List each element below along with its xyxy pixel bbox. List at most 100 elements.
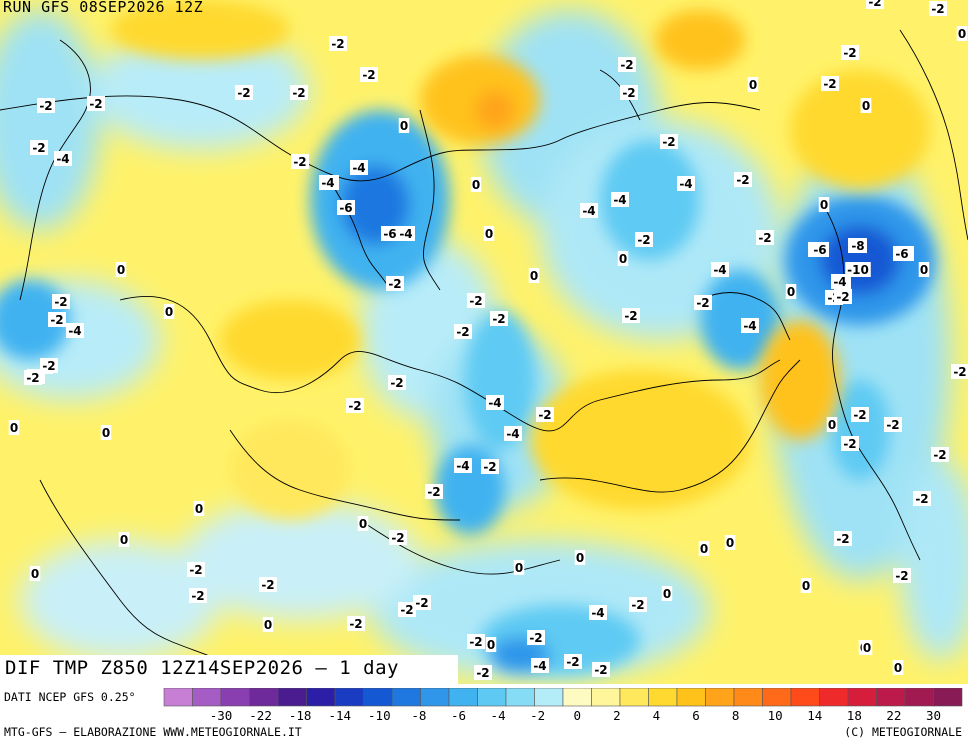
contour-label-bg xyxy=(866,0,884,9)
contour-label-bg xyxy=(818,197,830,212)
contour-label: 0 xyxy=(663,587,671,601)
contour-label: -2 xyxy=(427,485,440,499)
contour-label-bg xyxy=(389,530,407,545)
contour-label: -2 xyxy=(42,359,55,373)
contour-label: -2 xyxy=(933,448,946,462)
contour-label-bg xyxy=(30,140,48,155)
contour-label-bg xyxy=(826,417,838,432)
contour-label-bg xyxy=(115,262,127,277)
contour-label-bg xyxy=(189,588,207,603)
contour-label-bg xyxy=(711,262,729,277)
contour-label: 0 xyxy=(472,178,480,192)
contour-label-bg xyxy=(87,96,105,111)
contour-label: -2 xyxy=(620,58,633,72)
contour-label-bg xyxy=(851,407,869,422)
contour-label-bg xyxy=(635,232,653,247)
contour-label-bg xyxy=(951,364,968,379)
legend-swatch xyxy=(705,688,735,707)
contour-label-bg xyxy=(747,77,759,92)
contour-label: -2 xyxy=(476,666,489,680)
legend-swatch xyxy=(847,688,877,707)
contour-label-bg xyxy=(834,531,852,546)
contour-label: -4 xyxy=(713,263,726,277)
contour-label: -2 xyxy=(415,596,428,610)
contour-label: -2 xyxy=(469,294,482,308)
anomaly-field-cold xyxy=(0,110,935,675)
contour-label: -4 xyxy=(506,427,519,441)
legend-tick-label: 30 xyxy=(926,708,941,723)
legend-swatch xyxy=(733,688,763,707)
legend-tick-label: 6 xyxy=(692,708,700,723)
legend-swatch xyxy=(648,688,678,707)
color-scale-legend: -30 -22 -18 -14 -10 -8 -6 -4 -2 0 2 4 6 8 10 14 18 22 30 xyxy=(163,688,963,723)
contour-label: -2 xyxy=(823,77,836,91)
contour-label: -4 xyxy=(399,227,412,241)
legend-swatch xyxy=(933,688,963,707)
contour-label: -2 xyxy=(931,2,944,16)
contour-label: -2 xyxy=(529,631,542,645)
contour-label-bg xyxy=(52,294,70,309)
contour-label: -2 xyxy=(469,635,482,649)
contour-label: -2 xyxy=(843,46,856,60)
legend-swatch xyxy=(534,688,564,707)
contour-label: -2 xyxy=(189,563,202,577)
legend-swatch xyxy=(591,688,621,707)
contour-label-bg xyxy=(350,160,368,175)
contour-label: -2 xyxy=(483,460,496,474)
contour-label-bg xyxy=(360,67,378,82)
contour-label: 0 xyxy=(862,99,870,113)
contour-label: 0 xyxy=(117,263,125,277)
contour-label-bg xyxy=(470,177,482,192)
contour-label: -2 xyxy=(853,408,866,422)
legend-swatch xyxy=(220,688,250,707)
contour-label-bg xyxy=(319,175,337,190)
contour-label: -2 xyxy=(886,418,899,432)
contour-label: 0 xyxy=(264,618,272,632)
contour-label-bg xyxy=(386,276,404,291)
contour-label-bg xyxy=(504,426,522,441)
contour-label-bg xyxy=(337,200,355,215)
contour-label: -2 xyxy=(758,231,771,245)
contour-label-bg xyxy=(611,192,629,207)
contour-label: -2 xyxy=(50,313,63,327)
legend-swatch xyxy=(904,688,934,707)
contour-label: -2 xyxy=(895,569,908,583)
contour-label-bg xyxy=(100,425,112,440)
contour-label-bg xyxy=(677,176,695,191)
contour-label: 0 xyxy=(749,78,757,92)
contour-label: -2 xyxy=(566,655,579,669)
contour-label-bg xyxy=(481,459,499,474)
contour-label: -2 xyxy=(696,296,709,310)
contour-label: 0 xyxy=(31,567,39,581)
contour-label: -2 xyxy=(191,589,204,603)
contour-label-bg xyxy=(589,605,607,620)
contour-label: -2 xyxy=(390,376,403,390)
contour-label: -2 xyxy=(237,86,250,100)
legend-tick-label: 10 xyxy=(768,708,783,723)
contour-label-bg xyxy=(660,134,678,149)
contour-label-bg xyxy=(193,501,205,516)
legend-swatch xyxy=(619,688,649,707)
contour-label: -4 xyxy=(68,324,81,338)
contour-label-bg xyxy=(483,226,495,241)
legend-tick-label: -10 xyxy=(368,708,391,723)
contour-label-bg xyxy=(381,226,399,241)
legend-tick-label: 4 xyxy=(653,708,661,723)
contour-label-bg xyxy=(425,484,443,499)
contour-label: 0 xyxy=(863,641,871,655)
contour-label-bg xyxy=(884,417,902,432)
contour-label: -2 xyxy=(32,141,45,155)
run-info: RUN GFS 08SEP2026 12Z xyxy=(3,0,204,16)
contour-label-bg xyxy=(346,398,364,413)
contour-label: -2 xyxy=(292,86,305,100)
contour-label-bg xyxy=(724,535,736,550)
legend-tick-label: -4 xyxy=(491,708,506,723)
temperature-anomaly-map: -2-2-2-2-2-2-4-2-40-2-4-4-6-6-40-2-4-200… xyxy=(0,0,968,684)
contour-label: 0 xyxy=(920,263,928,277)
contour-label-bg xyxy=(486,395,504,410)
contour-label: 0 xyxy=(894,661,902,675)
contour-label-bg xyxy=(118,532,130,547)
contour-label: 0 xyxy=(165,305,173,319)
contour-label: 0 xyxy=(10,421,18,435)
contour-label-bg xyxy=(329,36,347,51)
